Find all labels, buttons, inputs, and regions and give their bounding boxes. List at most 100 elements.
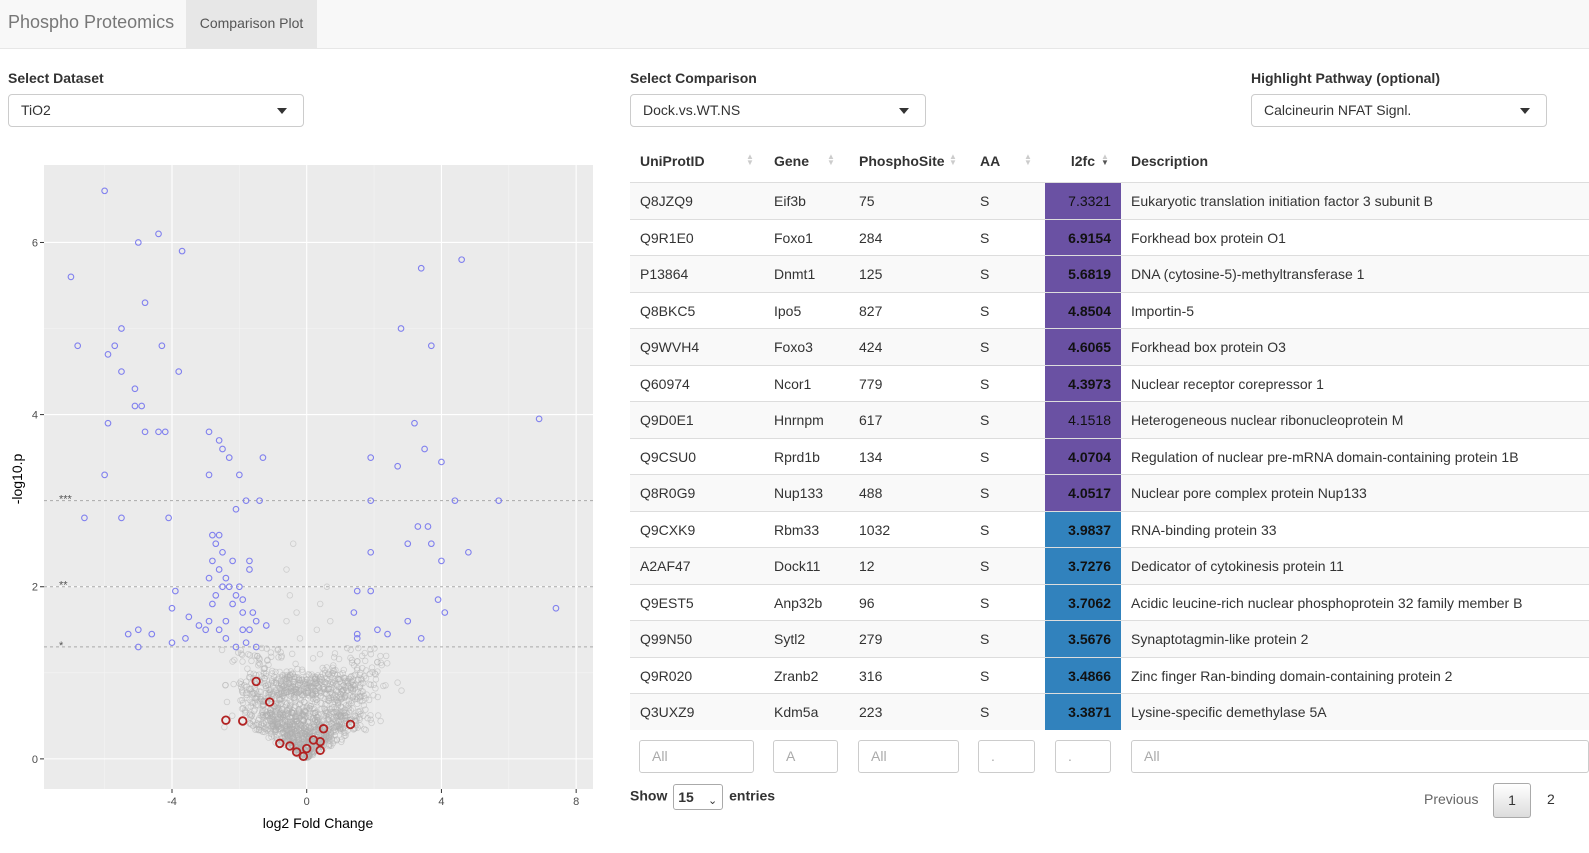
cell-site: 779 <box>859 375 883 392</box>
significant-point <box>81 514 88 522</box>
tab-comparison-plot[interactable]: Comparison Plot <box>186 0 317 48</box>
nonsignificant-point <box>307 725 315 732</box>
nonsignificant-point <box>342 692 349 699</box>
column-filter-gene[interactable]: A <box>773 740 838 773</box>
comparison-select[interactable]: Dock.vs.WT.NS <box>630 94 926 127</box>
significant-point <box>246 626 253 634</box>
cell-aa: S <box>980 704 990 720</box>
column-filter-id[interactable]: All <box>639 740 754 773</box>
table-row[interactable]: Q9EST5 Anp32b 96 S 3.7062 Acidic leucine-rich… <box>630 583 1589 621</box>
table-row[interactable]: Q8JZQ9 Eif3b 75 S 7.3321 Eukaryotic translati… <box>630 182 1589 219</box>
column-filter-site[interactable]: All <box>858 740 959 773</box>
table-row[interactable]: Q60974 Ncor1 779 S 4.3973 Nuclear receptor co… <box>630 364 1589 402</box>
table-row[interactable]: Q9CSU0 Rprd1b 134 S 4.0704 Regulation of nucl… <box>630 437 1589 475</box>
pager-previous-button[interactable]: Previous <box>1424 791 1479 807</box>
nonsignificant-point <box>327 723 334 730</box>
cell-desc: RNA-binding protein 33 <box>1131 521 1277 538</box>
cell-site: 316 <box>859 667 883 684</box>
nonsignificant-point <box>280 711 287 719</box>
nonsignificant-point <box>249 690 257 697</box>
nonsignificant-point <box>350 692 357 700</box>
table-row[interactable]: Q8R0G9 Nup133 488 S 4.0517 Nuclear pore compl… <box>630 474 1589 511</box>
dataset-select[interactable]: TiO2 <box>8 94 304 127</box>
significant-point <box>118 325 125 332</box>
nonsignificant-point <box>304 726 311 734</box>
nonsignificant-point <box>340 709 348 716</box>
column-header-aa[interactable]: AA <box>970 140 1045 182</box>
nonsignificant-point <box>222 681 229 689</box>
significant-point <box>155 230 162 238</box>
column-header-description[interactable]: Description <box>1121 140 1589 182</box>
nonsignificant-point <box>322 712 329 720</box>
significant-point <box>397 325 405 332</box>
table-row[interactable]: Q99N50 Sytl2 279 S 3.5676 Synaptotagmin-like … <box>630 620 1589 657</box>
column-header-phosphosite[interactable]: PhosphoSite <box>849 140 970 182</box>
cell-id: Q9EST5 <box>640 594 694 611</box>
table-row[interactable]: A2AF47 Dock11 12 S 3.7276 Dedicator of cytoki… <box>630 547 1589 584</box>
table-row[interactable]: P13864 Dnmt1 125 S 5.6819 DNA (cytosine-5)-me… <box>630 255 1589 292</box>
nonsignificant-point <box>362 675 370 682</box>
table-row[interactable]: Q9R1E0 Foxo1 284 S 6.9154 Forkhead box protei… <box>630 218 1589 256</box>
column-header-uniprotid[interactable]: UniProtID <box>630 140 764 182</box>
significant-point <box>195 622 203 629</box>
cell-id: Q9D0E1 <box>640 412 694 428</box>
cell-aa: S <box>980 521 990 538</box>
app-brand[interactable]: Phospho Proteomics <box>8 12 175 32</box>
pathway-select[interactable]: Calcineurin NFAT Signl. <box>1251 94 1547 127</box>
nonsignificant-point <box>325 712 333 719</box>
nonsignificant-point <box>268 717 276 725</box>
column-header-gene[interactable]: Gene <box>764 140 849 182</box>
significant-point <box>246 557 253 565</box>
nonsignificant-point <box>367 712 374 719</box>
table-row[interactable]: Q9R020 Zranb2 316 S 3.4866 Zinc finger Ran-bi… <box>630 656 1589 694</box>
comparison-label: Select Comparison <box>630 70 757 86</box>
significant-point <box>438 557 445 565</box>
nonsignificant-point <box>290 540 297 547</box>
column-filter-desc[interactable]: All <box>1131 740 1589 773</box>
table-row[interactable]: Q3UXZ9 Kdm5a 223 S 3.3871 Lysine-specific dem… <box>630 693 1589 730</box>
table-row[interactable]: Q9CXK9 Rbm33 1032 S 3.9837 RNA-binding protei… <box>630 510 1589 548</box>
significant-point <box>222 617 230 625</box>
nonsignificant-point <box>286 731 294 738</box>
nonsignificant-point <box>377 659 385 666</box>
highlight-point <box>285 741 295 751</box>
table-row[interactable]: Q9WVH4 Foxo3 424 S 4.6065 Forkhead box protei… <box>630 328 1589 365</box>
x-tick-label: -4 <box>167 796 177 808</box>
entries-select[interactable]: 15 ⌄ <box>673 784 724 810</box>
column-filter-aa[interactable]: . <box>978 740 1035 773</box>
table-row[interactable]: Q8BKC5 Ipo5 827 S 4.8504 Importin-5 <box>630 291 1589 329</box>
nonsignificant-point <box>246 673 253 681</box>
cell-site: 1032 <box>859 521 891 538</box>
column-header-label: AA <box>980 153 1001 169</box>
nonsignificant-point <box>255 720 263 728</box>
nonsignificant-point <box>283 566 290 573</box>
x-tick-label: 4 <box>438 796 444 808</box>
cell-l2fc: 4.0517 <box>1045 475 1121 511</box>
nonsignificant-point <box>250 670 257 677</box>
nonsignificant-point <box>262 718 269 725</box>
nonsignificant-point <box>309 655 317 662</box>
pager-page-2[interactable]: 2 <box>1547 791 1555 807</box>
table-row[interactable]: Q9D0E1 Hnrnpm 617 S 4.1518 Heterogeneous nucl… <box>630 401 1589 438</box>
significant-point <box>404 540 412 548</box>
column-header-l2fc[interactable]: l2fc <box>1045 140 1121 182</box>
cell-desc: Lysine-specific demethylase 5A <box>1131 704 1327 720</box>
cell-site: 424 <box>859 339 883 355</box>
column-filter-l2fc[interactable]: . <box>1055 740 1111 773</box>
nonsignificant-point <box>294 732 301 740</box>
significant-point <box>165 514 172 522</box>
filter-placeholder: All <box>1144 748 1160 764</box>
significant-point <box>138 402 146 410</box>
nonsignificant-point <box>293 609 300 616</box>
highlight-point <box>315 736 325 747</box>
significant-point <box>367 454 375 461</box>
nonsignificant-point <box>340 666 347 674</box>
nonsignificant-point <box>248 657 255 665</box>
cell-aa: S <box>980 339 990 355</box>
nonsignificant-point <box>245 651 252 658</box>
nonsignificant-point <box>362 695 369 702</box>
cell-aa: S <box>980 667 990 684</box>
nonsignificant-point <box>347 686 355 694</box>
cell-aa: S <box>980 193 990 209</box>
pager-page-1[interactable]: 1 <box>1493 783 1531 818</box>
